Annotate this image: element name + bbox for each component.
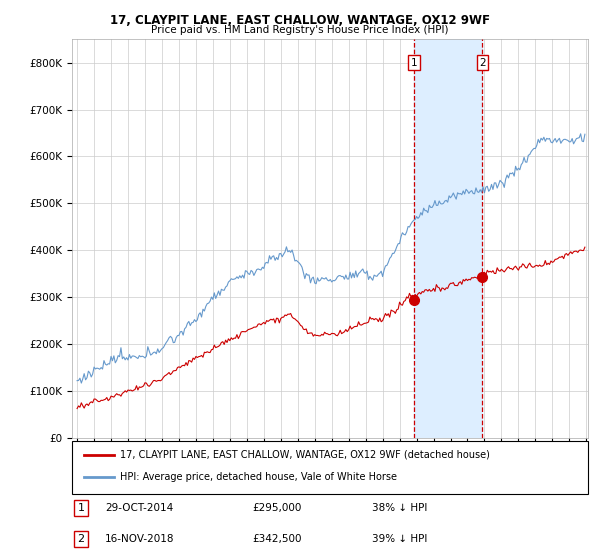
- Text: 2: 2: [479, 58, 486, 68]
- Text: Price paid vs. HM Land Registry's House Price Index (HPI): Price paid vs. HM Land Registry's House …: [151, 25, 449, 35]
- Text: 17, CLAYPIT LANE, EAST CHALLOW, WANTAGE, OX12 9WF: 17, CLAYPIT LANE, EAST CHALLOW, WANTAGE,…: [110, 14, 490, 27]
- Text: 1: 1: [410, 58, 417, 68]
- Text: 2: 2: [77, 534, 85, 544]
- Text: 17, CLAYPIT LANE, EAST CHALLOW, WANTAGE, OX12 9WF (detached house): 17, CLAYPIT LANE, EAST CHALLOW, WANTAGE,…: [120, 450, 490, 460]
- Text: 39% ↓ HPI: 39% ↓ HPI: [372, 534, 427, 544]
- Text: 29-OCT-2014: 29-OCT-2014: [105, 503, 173, 513]
- Text: 16-NOV-2018: 16-NOV-2018: [105, 534, 175, 544]
- Text: 38% ↓ HPI: 38% ↓ HPI: [372, 503, 427, 513]
- Text: £295,000: £295,000: [252, 503, 301, 513]
- Text: £342,500: £342,500: [252, 534, 302, 544]
- Bar: [413, 39, 482, 438]
- Text: HPI: Average price, detached house, Vale of White Horse: HPI: Average price, detached house, Vale…: [120, 472, 397, 482]
- Text: 1: 1: [77, 503, 85, 513]
